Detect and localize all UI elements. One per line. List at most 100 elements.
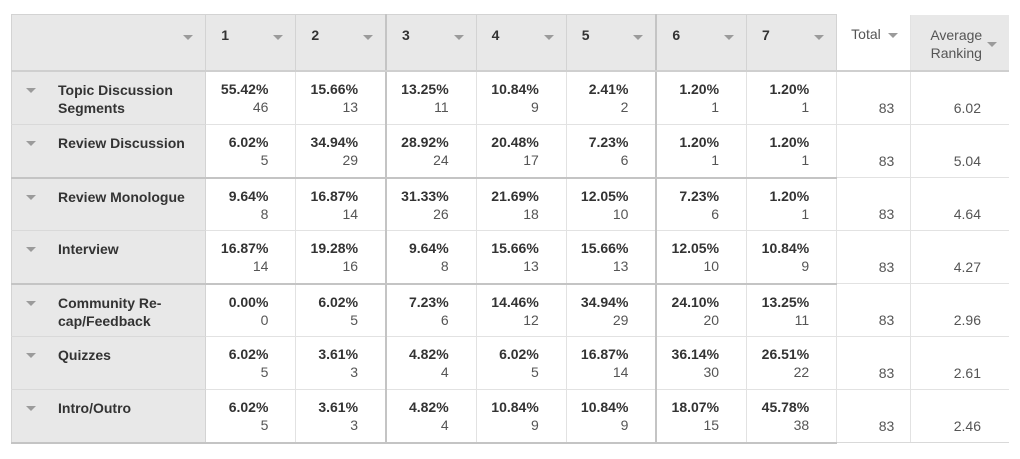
total-cell: 83	[836, 70, 912, 125]
chevron-down-icon[interactable]	[888, 32, 899, 38]
table-cell: 6.02% 5	[205, 124, 297, 179]
row-header[interactable]: Review Discussion	[10, 124, 207, 179]
total-cell: 83	[836, 177, 912, 231]
table-cell: 1.20% 1	[746, 177, 838, 231]
cell-count: 18	[523, 205, 539, 222]
chevron-down-icon[interactable]	[26, 194, 36, 200]
table-cell: 28.92% 24	[386, 124, 477, 179]
cell-percentage: 6.02%	[228, 346, 269, 362]
chevron-down-icon[interactable]	[26, 141, 36, 146]
cell-percentage: 6.02%	[499, 346, 539, 362]
chevron-down-icon[interactable]	[26, 300, 36, 306]
cell-count: 11	[794, 311, 810, 328]
column-header-4[interactable]: 4	[476, 14, 567, 72]
chevron-down-icon[interactable]	[633, 35, 644, 40]
table-cell: 10.84% 9	[566, 389, 658, 444]
row-header[interactable]: Intro/Outro	[10, 389, 207, 444]
row-header[interactable]: Quizzes	[10, 336, 207, 390]
column-header-2[interactable]: 2	[295, 14, 388, 72]
cell-percentage: 12.05%	[580, 187, 629, 204]
total-cell: 83	[836, 230, 912, 284]
cell-percentage: 7.23%	[679, 187, 720, 204]
chevron-down-icon[interactable]	[26, 353, 36, 358]
table-cell: 2.41% 2	[566, 70, 658, 125]
column-header-label: 1	[221, 27, 230, 43]
chevron-down-icon[interactable]	[26, 247, 36, 252]
row-label: Quizzes	[58, 347, 111, 363]
total-value: 83	[878, 418, 895, 434]
row-label: Community Re-cap/Feedback	[58, 294, 162, 329]
cell-percentage: 1.20%	[679, 80, 720, 97]
average-ranking-cell: 4.27	[910, 230, 1009, 284]
cell-percentage: 19.28%	[310, 240, 359, 256]
column-header-7[interactable]: 7	[746, 14, 838, 72]
column-header-average-ranking[interactable]: Average Ranking	[910, 14, 1009, 72]
average-ranking-value: 5.04	[953, 153, 981, 169]
cell-percentage: 4.82%	[408, 399, 449, 415]
table-row: Interview 16.87% 14 19.28% 16 9.64% 8 15.66% 13 1…	[10, 230, 1009, 285]
column-header-3[interactable]: 3	[386, 14, 477, 72]
row-header[interactable]: Interview	[10, 230, 207, 285]
chevron-down-icon[interactable]	[724, 35, 735, 40]
cell-percentage: 10.84%	[491, 80, 539, 97]
average-ranking-cell: 2.46	[910, 389, 1009, 443]
chevron-down-icon[interactable]	[26, 87, 36, 93]
cell-percentage: 10.84%	[491, 399, 539, 415]
column-header-label: 2	[311, 27, 320, 43]
cell-percentage: 6.02%	[318, 293, 359, 310]
cell-count: 15	[703, 417, 720, 433]
cell-percentage: 16.87%	[220, 240, 269, 256]
chevron-down-icon[interactable]	[273, 35, 284, 40]
average-ranking-cell: 6.02	[910, 70, 1009, 125]
cell-count: 5	[260, 152, 269, 168]
cell-count: 4	[440, 364, 449, 380]
column-header-5[interactable]: 5	[566, 14, 658, 72]
cell-percentage: 20.48%	[491, 134, 539, 150]
cell-percentage: 13.25%	[401, 80, 449, 97]
cell-count: 14	[252, 258, 269, 274]
table-cell: 26.51% 22	[746, 336, 838, 390]
chevron-down-icon[interactable]	[987, 41, 997, 47]
column-header-label: 5	[581, 27, 590, 43]
chevron-down-icon[interactable]	[453, 35, 464, 40]
table-cell: 7.23% 6	[656, 177, 748, 231]
table-row: Review Discussion 6.02% 5 34.94% 29 28.92% 24 2…	[10, 124, 1009, 179]
chevron-down-icon[interactable]	[543, 35, 554, 40]
header-row: 1 2 3 4 5	[10, 14, 1009, 72]
cell-percentage: 16.87%	[580, 346, 629, 362]
row-header[interactable]: Review Monologue	[10, 177, 207, 231]
cell-count: 9	[530, 98, 539, 115]
cell-percentage: 15.66%	[491, 240, 539, 256]
chevron-down-icon[interactable]	[183, 35, 194, 40]
row-header[interactable]: Community Re-cap/Feedback	[10, 283, 207, 337]
average-ranking-value: 4.27	[953, 259, 981, 275]
column-header-1[interactable]: 1	[205, 14, 297, 72]
column-header-label: 4	[491, 27, 500, 43]
cell-percentage: 15.66%	[580, 240, 629, 256]
total-value: 83	[878, 365, 895, 381]
table-cell: 34.94% 29	[566, 283, 658, 337]
chevron-down-icon[interactable]	[26, 406, 36, 411]
table-cell: 13.25% 11	[386, 70, 477, 125]
cell-count: 10	[612, 205, 629, 222]
table-cell: 3.61% 3	[295, 389, 388, 444]
cell-percentage: 55.42%	[220, 80, 269, 97]
row-label: Review Monologue	[58, 188, 185, 205]
column-header-total[interactable]: Total	[836, 14, 912, 72]
total-value: 83	[878, 312, 895, 328]
cell-percentage: 0.00%	[228, 293, 269, 310]
cell-percentage: 31.33%	[401, 187, 449, 204]
table-cell: 6.02% 5	[295, 283, 388, 337]
table-cell: 16.87% 14	[566, 336, 658, 390]
chevron-down-icon[interactable]	[814, 35, 825, 40]
row-header[interactable]: Topic Discussion Segments	[10, 70, 207, 125]
column-header-6[interactable]: 6	[656, 14, 748, 72]
table-row: Community Re-cap/Feedback 0.00% 0 6.02% 5 7.2…	[10, 283, 1009, 337]
average-ranking-value: 2.61	[953, 365, 981, 381]
table-cell: 24.10% 20	[656, 283, 748, 337]
chevron-down-icon[interactable]	[363, 35, 374, 40]
row-header-corner[interactable]	[10, 14, 207, 72]
average-ranking-value: 2.96	[953, 312, 981, 328]
cell-percentage: 14.46%	[491, 293, 539, 310]
cell-percentage: 1.20%	[769, 187, 810, 204]
